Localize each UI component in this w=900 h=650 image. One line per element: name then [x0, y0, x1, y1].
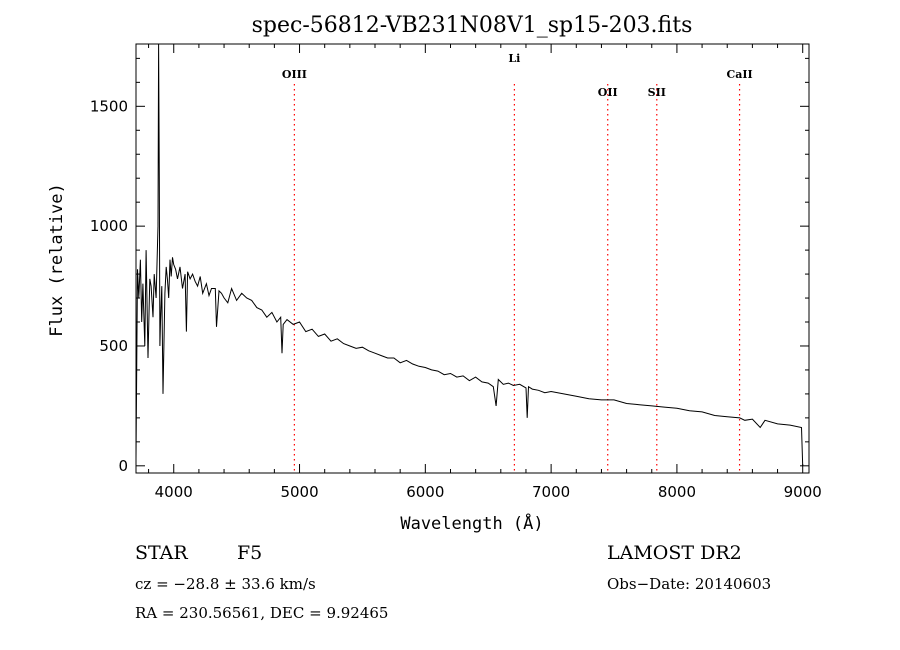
- redshift-info: cz = −28.8 ± 33.6 km/s: [135, 575, 316, 593]
- x-axis-label: Wavelength (Å): [400, 512, 543, 534]
- plot-frame: [135, 43, 810, 474]
- x-tick-label: 7000: [532, 483, 570, 501]
- observation-date: Obs−Date: 20140603: [607, 575, 772, 593]
- coordinates: RA = 230.56561, DEC = 9.92465: [135, 604, 389, 622]
- y-tick-label: 0: [118, 457, 128, 475]
- object-class: STAR: [135, 542, 188, 564]
- x-tick-label: 6000: [406, 483, 444, 501]
- x-tick-label: 5000: [280, 483, 318, 501]
- y-tick-label: 1000: [90, 217, 128, 235]
- spectral-subclass: F5: [237, 542, 263, 564]
- x-tick-label: 9000: [784, 483, 822, 501]
- marker-label: SII: [648, 86, 666, 99]
- marker-label: Li: [508, 52, 520, 65]
- spectrum-line-0: [135, 43, 804, 466]
- chart-title: spec-56812-VB231N08V1_sp15-203.fits: [252, 13, 693, 38]
- axes: 4000 5000 6000 7000 8000 9000 0 500 1000 1500: [90, 43, 822, 501]
- marker-label: CaII: [726, 68, 752, 81]
- y-axis-label: Flux (relative): [47, 183, 67, 337]
- line-markers: OIII Li OII SII CaII: [282, 52, 753, 473]
- y-tick-label: 1500: [90, 97, 128, 115]
- marker-label: OII: [598, 86, 618, 99]
- y-tick-label: 500: [99, 337, 128, 355]
- series-group: [135, 43, 804, 466]
- x-tick-label: 8000: [658, 483, 696, 501]
- survey-name: LAMOST DR2: [607, 542, 742, 564]
- x-tick-label: 4000: [155, 483, 193, 501]
- marker-label: OIII: [282, 68, 307, 81]
